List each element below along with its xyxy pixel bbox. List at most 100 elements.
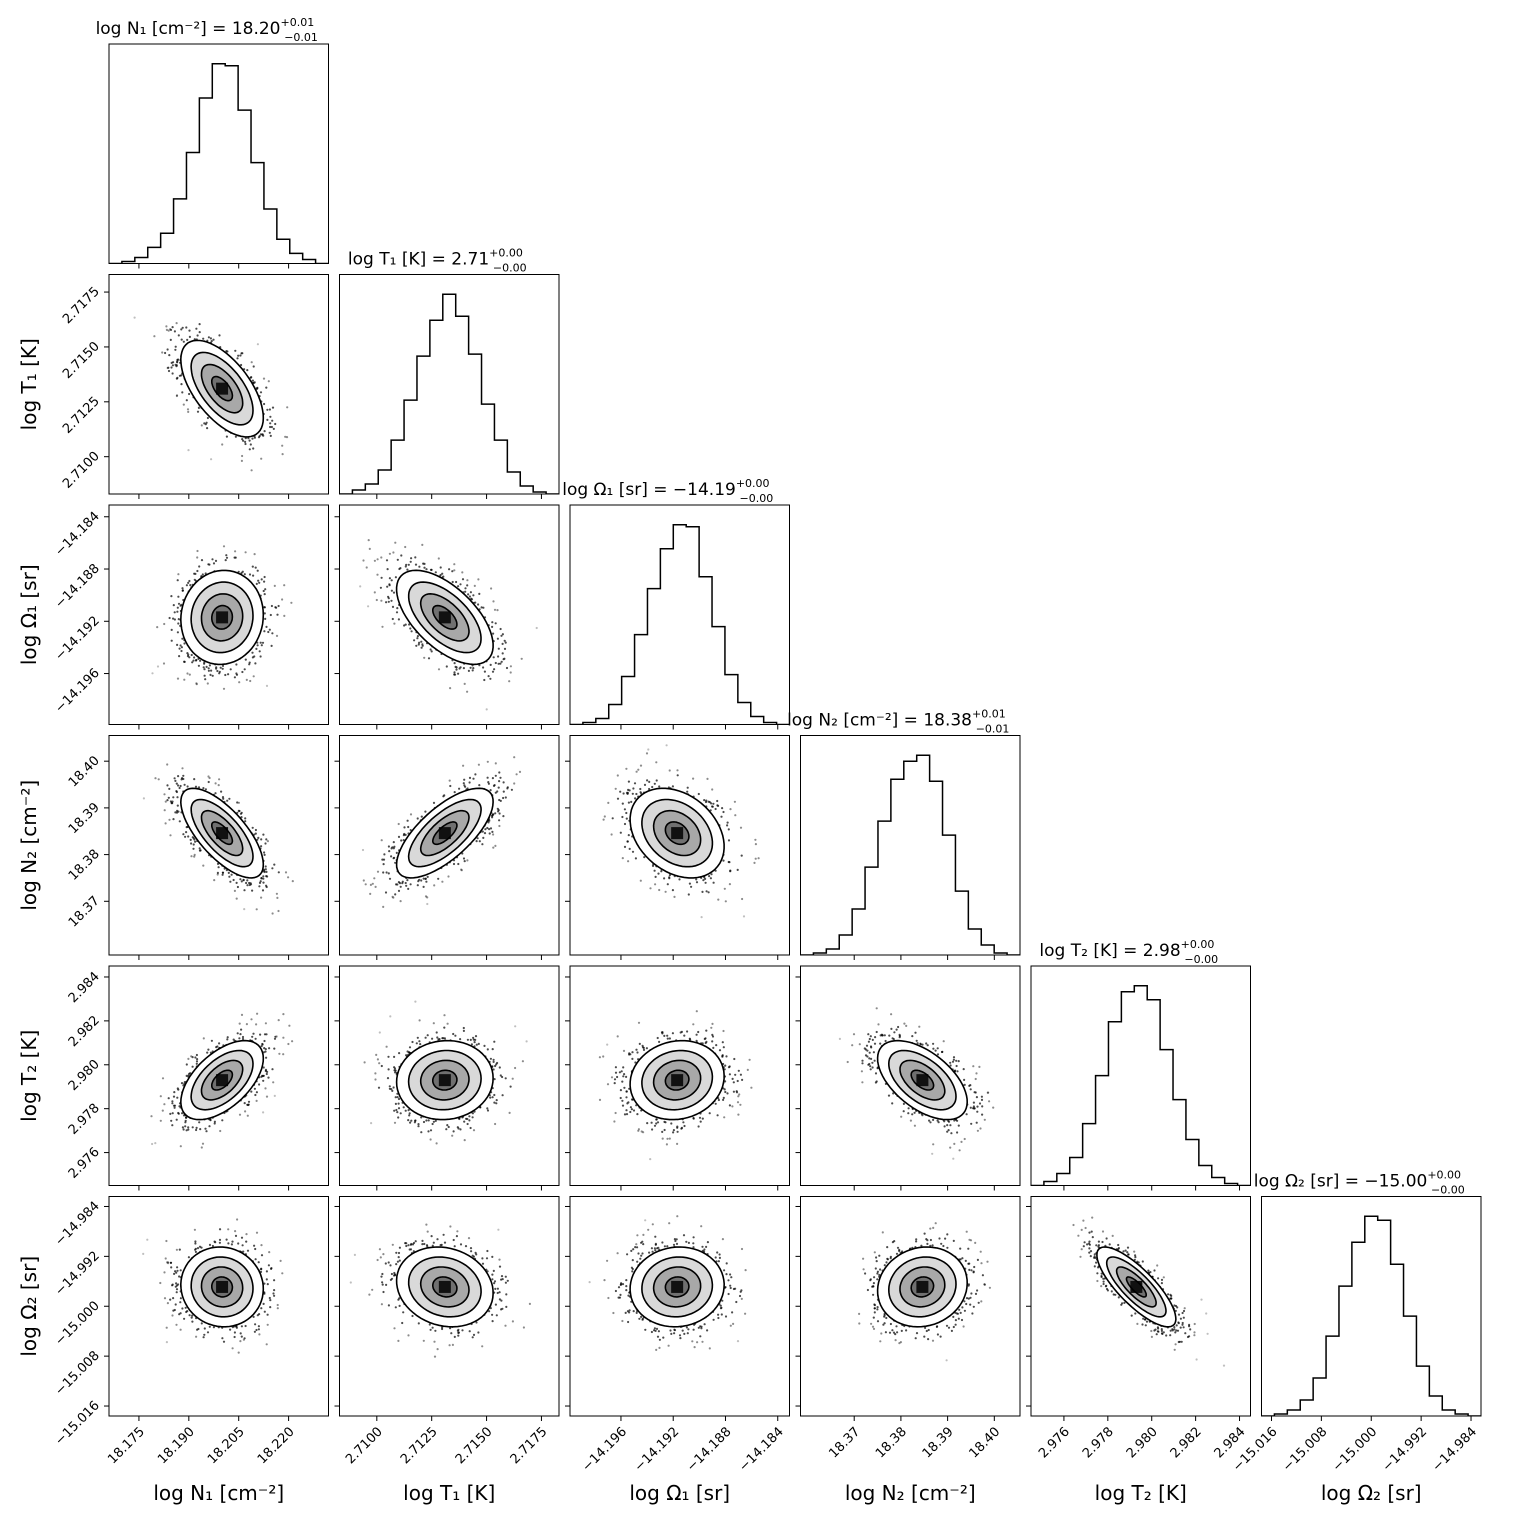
sample-point xyxy=(688,882,692,885)
sample-point xyxy=(924,1326,927,1329)
histogram-5 xyxy=(1261,1215,1481,1416)
sample-point xyxy=(741,1078,744,1081)
sample-point xyxy=(723,1088,726,1091)
sample-point xyxy=(631,850,635,853)
sample-point xyxy=(477,578,480,581)
sample-point xyxy=(413,1121,416,1124)
sample-point xyxy=(478,840,481,843)
sample-point xyxy=(851,1044,854,1047)
sample-point xyxy=(663,1245,667,1248)
sample-point xyxy=(969,1239,973,1242)
sample-point xyxy=(183,660,186,664)
sample-point xyxy=(1089,1250,1093,1253)
sample-point xyxy=(678,1334,682,1337)
sample-point xyxy=(376,558,379,561)
sample-point xyxy=(940,1242,943,1245)
sample-point xyxy=(208,1125,211,1128)
sample-point xyxy=(170,361,173,364)
sample-point xyxy=(650,1330,654,1334)
sample-point xyxy=(729,808,732,811)
sample-point xyxy=(263,630,266,633)
density-peak xyxy=(1130,1280,1143,1293)
sample-point xyxy=(474,1035,478,1038)
sample-point xyxy=(176,1266,179,1269)
sample-point xyxy=(911,1035,914,1038)
sample-point xyxy=(662,1336,665,1339)
sample-point xyxy=(654,1249,657,1252)
sample-point xyxy=(712,881,715,884)
sample-point xyxy=(717,1098,721,1102)
sample-point xyxy=(185,326,188,329)
sample-point xyxy=(1117,1243,1120,1247)
x-axis-label: log N₁ [cm⁻²] xyxy=(153,1481,284,1505)
sample-point xyxy=(501,1094,504,1097)
sample-point xyxy=(185,584,188,587)
density-peak xyxy=(216,1280,229,1293)
sample-point xyxy=(185,399,188,402)
sample-point xyxy=(623,822,627,826)
sample-point xyxy=(612,1311,615,1315)
sample-point xyxy=(171,1112,174,1115)
panel-frame xyxy=(339,274,560,495)
sample-point xyxy=(661,1241,664,1244)
sample-point xyxy=(711,788,714,791)
sample-point xyxy=(975,1072,978,1075)
sample-point xyxy=(269,434,272,437)
sample-point xyxy=(157,778,160,781)
contour-line xyxy=(432,1069,458,1091)
sample-point xyxy=(274,1035,277,1038)
sample-point xyxy=(503,639,506,642)
sample-point xyxy=(237,1351,240,1354)
sample-point xyxy=(653,1124,657,1127)
sample-point xyxy=(900,1329,903,1332)
sample-point xyxy=(727,1292,730,1296)
sample-point xyxy=(931,1152,934,1155)
sample-point xyxy=(622,1049,626,1052)
sample-point xyxy=(380,1275,383,1278)
sample-point xyxy=(210,458,213,461)
sample-point xyxy=(194,1247,197,1250)
sample-point xyxy=(727,828,730,831)
sample-point xyxy=(714,1102,717,1105)
sample-point xyxy=(391,1243,394,1246)
sample-point xyxy=(660,870,663,873)
sample-point xyxy=(190,855,193,858)
sample-point xyxy=(653,1247,657,1250)
sample-point xyxy=(508,1111,511,1114)
sample-point xyxy=(864,1272,867,1275)
sample-point xyxy=(392,1086,395,1089)
sample-point xyxy=(716,1251,719,1254)
sample-point xyxy=(218,1042,221,1045)
sample-point xyxy=(290,601,293,604)
sample-point xyxy=(431,1244,434,1247)
sample-point xyxy=(392,847,395,850)
sample-point xyxy=(623,1086,626,1089)
sample-point xyxy=(967,1284,970,1287)
sample-point xyxy=(867,1033,870,1036)
sample-point xyxy=(960,1140,963,1143)
sample-point xyxy=(353,1253,356,1256)
sample-point xyxy=(257,1328,260,1331)
y-axis-label: log N₂ [cm⁻²] xyxy=(17,780,41,911)
sample-point xyxy=(687,1328,690,1331)
sample-point xyxy=(425,880,428,883)
sample-point xyxy=(275,634,279,638)
sample-point xyxy=(213,1122,216,1125)
sample-point xyxy=(441,1327,444,1331)
sample-point xyxy=(500,1278,503,1281)
sample-point xyxy=(415,644,418,647)
sample-point xyxy=(493,1078,496,1081)
sample-point xyxy=(1086,1243,1089,1246)
sample-point xyxy=(171,326,174,329)
sample-point xyxy=(385,1045,388,1048)
sample-point xyxy=(288,1024,291,1027)
sample-point xyxy=(498,1291,501,1294)
sample-point xyxy=(227,1242,230,1245)
sample-point xyxy=(861,1062,864,1065)
sample-point xyxy=(667,1344,670,1347)
sample-point xyxy=(501,652,504,655)
sample-point xyxy=(947,1326,951,1329)
sample-point xyxy=(907,1112,910,1115)
sample-point xyxy=(177,618,180,621)
sample-point xyxy=(642,1233,645,1236)
